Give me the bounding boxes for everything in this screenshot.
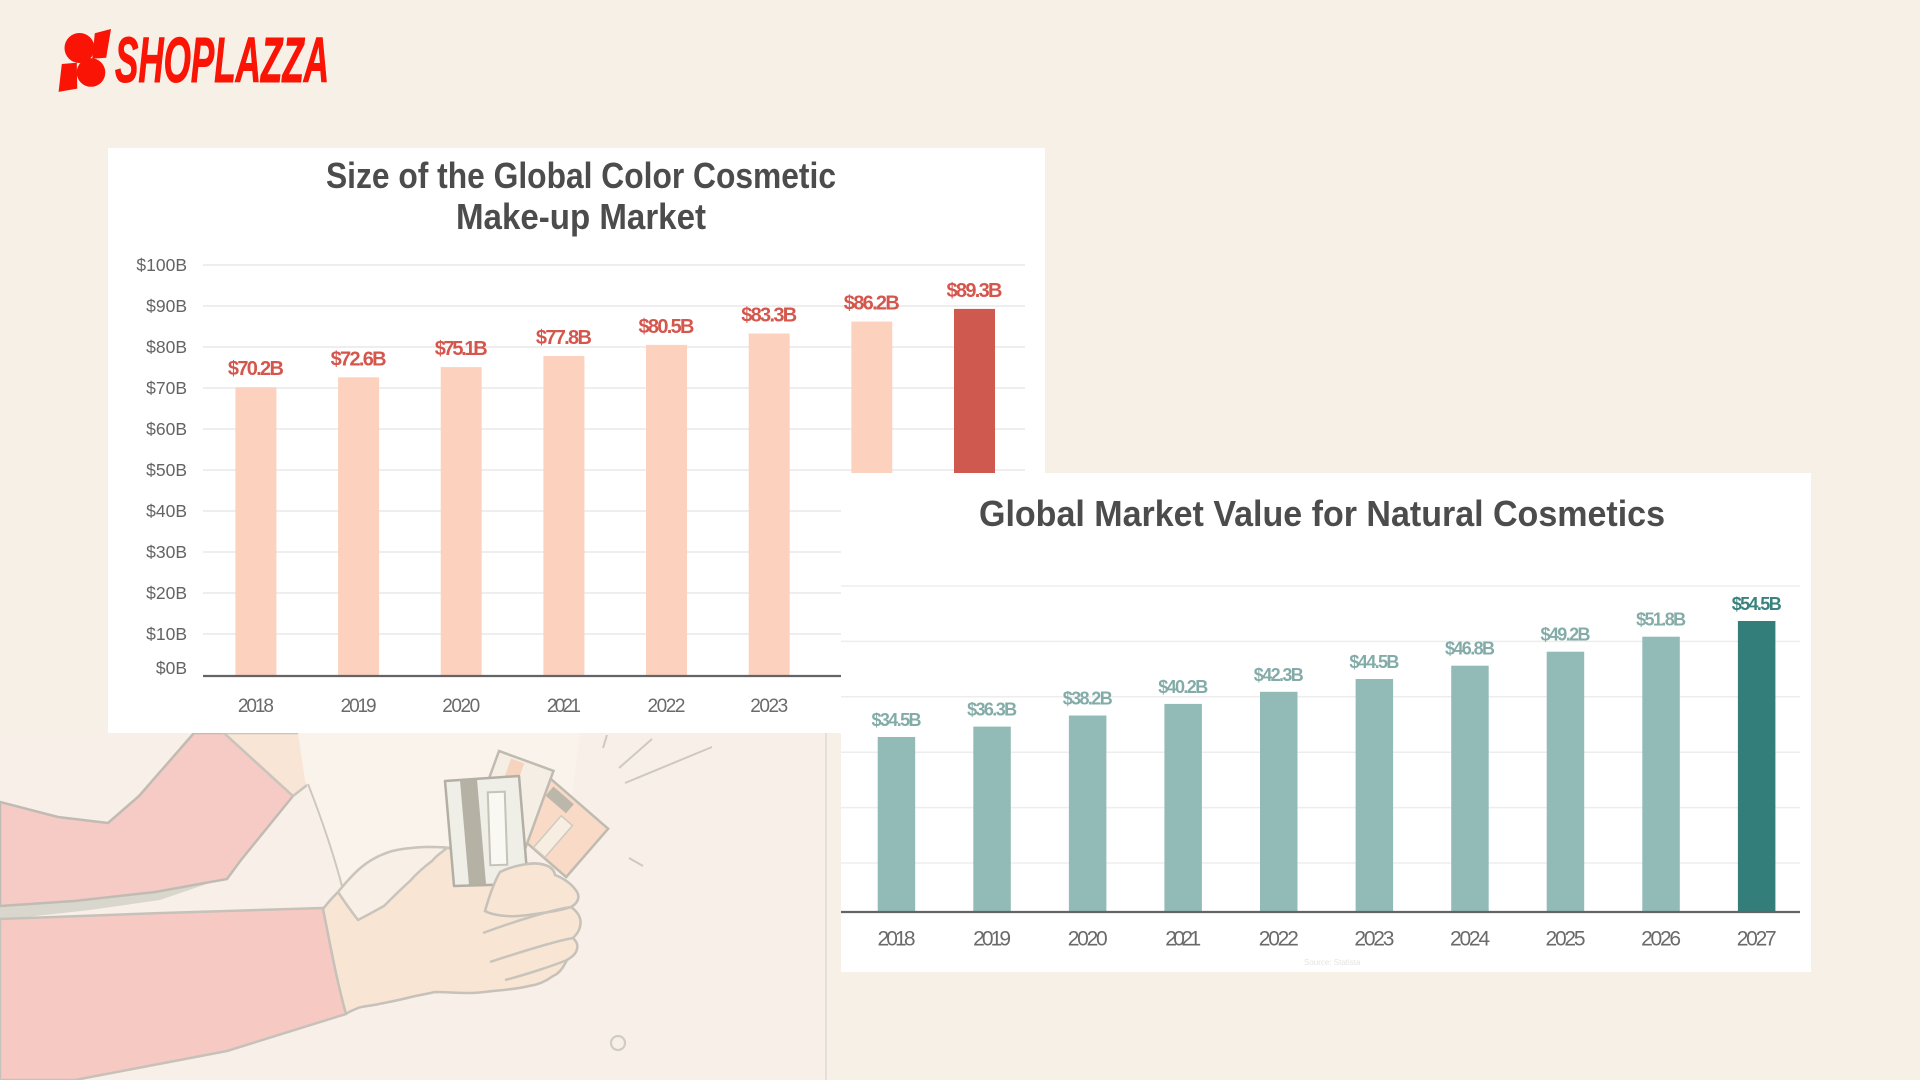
- svg-text:$46.8B: $46.8B: [1445, 639, 1495, 659]
- svg-text:$70.2B: $70.2B: [228, 358, 284, 380]
- svg-text:2023: 2023: [750, 696, 788, 717]
- svg-text:2021: 2021: [547, 696, 581, 717]
- svg-text:$80B: $80B: [146, 337, 187, 357]
- svg-text:2018: 2018: [878, 928, 916, 951]
- svg-text:$38.2B: $38.2B: [1063, 689, 1113, 709]
- svg-text:$77.8B: $77.8B: [536, 327, 592, 349]
- svg-text:2027: 2027: [1737, 928, 1777, 951]
- svg-text:$44.5B: $44.5B: [1349, 652, 1399, 672]
- svg-text:$80.5B: $80.5B: [639, 316, 695, 338]
- svg-text:2022: 2022: [1259, 928, 1299, 951]
- svg-text:SHOPLAZZA: SHOPLAZZA: [115, 24, 329, 96]
- svg-text:Make-up Market: Make-up Market: [456, 196, 706, 237]
- svg-text:$34.5B: $34.5B: [872, 710, 922, 730]
- svg-text:2020: 2020: [442, 696, 480, 717]
- svg-text:$50B: $50B: [146, 460, 187, 480]
- svg-text:$83.3B: $83.3B: [741, 305, 797, 327]
- svg-text:2025: 2025: [1546, 928, 1586, 951]
- svg-text:$60B: $60B: [146, 419, 187, 439]
- svg-text:$36.3B: $36.3B: [967, 700, 1017, 720]
- svg-text:2018: 2018: [238, 696, 274, 717]
- svg-text:$0B: $0B: [156, 658, 187, 678]
- svg-text:2019: 2019: [341, 696, 377, 717]
- svg-text:$86.2B: $86.2B: [844, 293, 900, 315]
- svg-text:$30B: $30B: [146, 542, 187, 562]
- svg-text:$40.2B: $40.2B: [1158, 677, 1208, 697]
- svg-text:$42.3B: $42.3B: [1254, 665, 1304, 685]
- svg-text:$20B: $20B: [146, 583, 187, 603]
- svg-text:$89.3B: $89.3B: [947, 280, 1003, 302]
- svg-text:2026: 2026: [1641, 928, 1681, 951]
- svg-text:2019: 2019: [973, 928, 1011, 951]
- svg-text:Size of the Global Color Cosme: Size of the Global Color Cosmetic: [326, 155, 836, 196]
- svg-text:$75.1B: $75.1B: [435, 338, 488, 360]
- svg-text:$49.2B: $49.2B: [1541, 625, 1591, 645]
- svg-text:$54.5B: $54.5B: [1732, 594, 1782, 614]
- svg-text:2022: 2022: [648, 696, 686, 717]
- svg-text:Source: Statista: Source: Statista: [1304, 958, 1361, 967]
- svg-text:$51.8B: $51.8B: [1636, 610, 1686, 630]
- svg-text:$10B: $10B: [146, 624, 187, 644]
- svg-text:2024: 2024: [1450, 928, 1490, 951]
- svg-text:2023: 2023: [1354, 928, 1394, 951]
- svg-text:2020: 2020: [1068, 928, 1108, 951]
- svg-text:$70B: $70B: [146, 378, 187, 398]
- svg-text:$90B: $90B: [146, 296, 187, 316]
- svg-text:$100B: $100B: [136, 255, 187, 275]
- svg-text:$72.6B: $72.6B: [331, 348, 387, 370]
- svg-text:2021: 2021: [1165, 928, 1201, 951]
- svg-text:$40B: $40B: [146, 501, 187, 521]
- svg-text:Global Market Value for Natura: Global Market Value for Natural Cosmetic…: [979, 493, 1665, 534]
